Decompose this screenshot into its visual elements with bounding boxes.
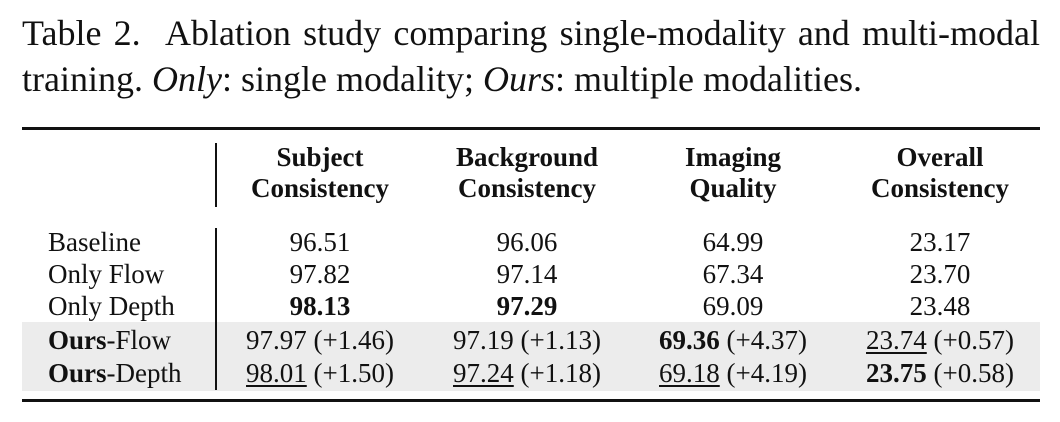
cell: 23.70	[910, 258, 971, 290]
column-header: Background	[455, 142, 599, 172]
cell: 23.17	[910, 226, 971, 258]
row-shading	[22, 322, 1040, 391]
cell-value: 67.34	[702, 259, 764, 289]
row-label-bold: Ours	[48, 325, 107, 355]
cell: 67.34	[703, 258, 764, 290]
cell: 97.14	[497, 258, 558, 290]
cell-value: 23.48	[909, 291, 971, 321]
cell-delta: (+4.37)	[726, 325, 807, 355]
cell-value: 23.70	[909, 259, 971, 289]
row-label-text: Baseline	[48, 227, 141, 257]
column-header: Overall	[896, 142, 984, 172]
row-label: Ours-Depth	[48, 357, 182, 389]
row-label-text: Only Depth	[48, 291, 175, 321]
column-header: Consistency	[870, 173, 1010, 203]
cell-value: 23.17	[909, 227, 971, 257]
caption-term: Only	[151, 59, 222, 99]
cell-value: 97.19	[453, 325, 514, 355]
cell: 69.18 (+4.19)	[659, 357, 807, 389]
cell-value: 69.18	[659, 358, 720, 388]
column-header: Consistency	[250, 173, 390, 203]
column-header: Subject	[276, 142, 364, 172]
top-rule	[22, 127, 1040, 130]
cell-value: 23.75	[866, 358, 927, 388]
cell-value: 64.99	[702, 227, 764, 257]
cell: 97.24 (+1.18)	[453, 357, 601, 389]
caption-text: : single modality;	[221, 59, 474, 99]
caption-text: Ablation study comparing single-modality…	[22, 13, 1041, 99]
column-header: Imaging	[684, 142, 782, 172]
cell: 98.13	[290, 290, 351, 322]
row-label: Only Depth	[48, 290, 175, 322]
cell-delta: (+1.50)	[313, 358, 394, 388]
column-divider	[215, 228, 217, 390]
column-divider	[215, 143, 217, 207]
cell: 23.74 (+0.57)	[866, 324, 1014, 356]
cell-delta: (+1.46)	[313, 325, 394, 355]
cell-value: 98.01	[246, 358, 307, 388]
cell-delta: (+0.58)	[933, 358, 1014, 388]
caption-term: Ours	[482, 59, 555, 99]
cell-value: 69.09	[702, 291, 764, 321]
caption: Table 2. Ablation study comparing single…	[22, 10, 1040, 102]
cell: 69.36 (+4.37)	[659, 324, 807, 356]
cell: 96.51	[290, 226, 351, 258]
cell: 69.09	[703, 290, 764, 322]
column-header: Consistency	[457, 173, 597, 203]
row-label-text: -Depth	[106, 358, 182, 388]
cell-delta: (+1.18)	[520, 358, 601, 388]
cell-value: 96.51	[289, 227, 351, 257]
cell: 98.01 (+1.50)	[246, 357, 394, 389]
cell-value: 96.06	[496, 227, 558, 257]
cell: 64.99	[703, 226, 764, 258]
row-label-bold: Ours	[48, 358, 107, 388]
cell-delta: (+1.13)	[520, 325, 601, 355]
cell-value: 23.74	[866, 325, 927, 355]
caption-label: Table 2.	[22, 13, 141, 53]
cell: 97.19 (+1.13)	[453, 324, 601, 356]
row-label: Only Flow	[48, 258, 164, 290]
row-label-text: -Flow	[106, 325, 172, 355]
cell-value: 97.14	[496, 259, 558, 289]
cell-value: 69.36	[659, 325, 720, 355]
cell: 97.97 (+1.46)	[246, 324, 394, 356]
row-label: Baseline	[48, 226, 141, 258]
cell-value: 97.29	[496, 291, 558, 321]
row-label: Ours-Flow	[48, 324, 171, 356]
caption-text: : multiple modalities.	[554, 59, 862, 99]
column-header: Quality	[689, 173, 777, 203]
cell: 97.82	[290, 258, 351, 290]
cell-delta: (+4.19)	[726, 358, 807, 388]
cell-value: 97.24	[453, 358, 514, 388]
cell-delta: (+0.57)	[933, 325, 1014, 355]
bottom-rule	[22, 399, 1040, 402]
row-label-text: Only Flow	[48, 259, 165, 289]
cell: 96.06	[497, 226, 558, 258]
cell: 23.75 (+0.58)	[866, 357, 1014, 389]
cell-value: 98.13	[289, 291, 351, 321]
cell: 97.29	[497, 290, 558, 322]
cell: 23.48	[910, 290, 971, 322]
cell-value: 97.97	[246, 325, 307, 355]
cell-value: 97.82	[289, 259, 351, 289]
